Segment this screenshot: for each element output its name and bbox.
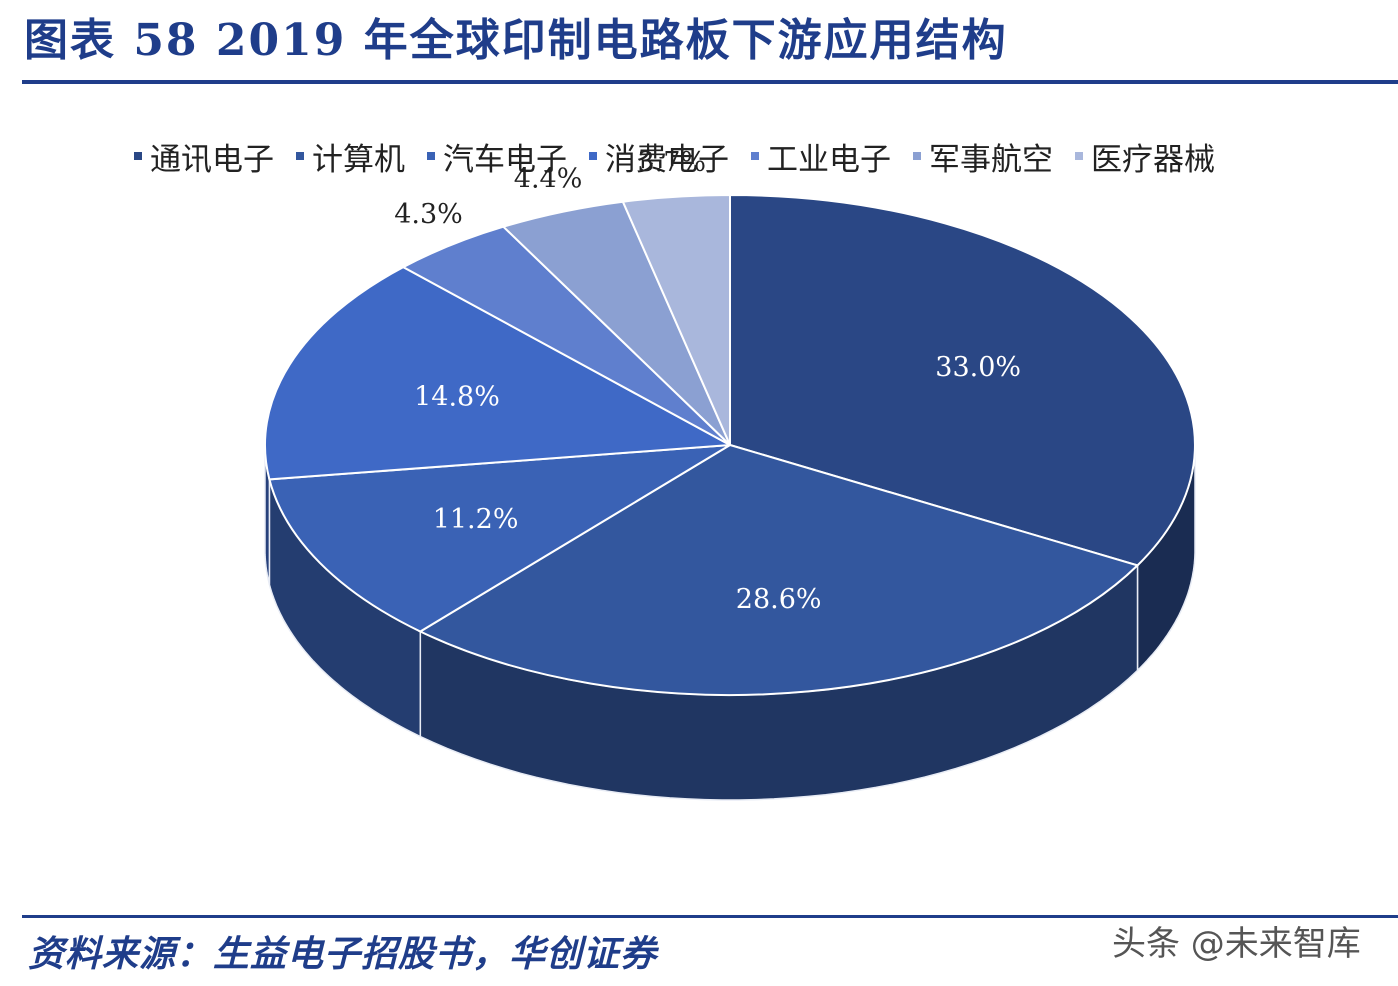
pie-slice-3 xyxy=(264,265,734,481)
source-note: 资料来源：生益电子招股书，华创证券 xyxy=(28,933,658,975)
chart-legend: 通讯电子 计算机 汽车电子 消费电子 工业电子 军事航空 医疗器械 xyxy=(134,134,1215,178)
pie-label-5: 4.4% xyxy=(514,163,583,194)
legend-swatch xyxy=(589,152,597,160)
legend-label: 消费电子 xyxy=(605,141,729,178)
title-divider xyxy=(22,80,1398,84)
pie-label-3: 14.8% xyxy=(414,381,500,412)
pie-slice-0 xyxy=(729,193,1196,567)
legend-label: 通讯电子 xyxy=(150,141,274,178)
legend-item: 消费电子 xyxy=(589,134,729,179)
legend-swatch xyxy=(1075,152,1083,160)
legend-swatch xyxy=(751,152,759,160)
legend-label: 汽车电子 xyxy=(443,141,567,178)
pie-slices xyxy=(264,193,1196,697)
legend-label: 军事航空 xyxy=(929,141,1053,178)
pie-slice-1 xyxy=(418,443,1140,697)
legend-item: 通讯电子 xyxy=(134,134,274,179)
legend-label: 医疗器械 xyxy=(1091,141,1215,178)
legend-item: 工业电子 xyxy=(751,134,891,179)
chart-title: 图表 58 2019 年全球印制电路板下游应用结构 xyxy=(24,15,1008,66)
pie-slice-2 xyxy=(268,444,731,633)
legend-item: 军事航空 xyxy=(913,134,1053,179)
legend-swatch xyxy=(296,152,304,160)
legend-swatch xyxy=(913,152,921,160)
footer-divider xyxy=(22,915,1398,918)
legend-label: 计算机 xyxy=(312,141,405,178)
legend-item: 医疗器械 xyxy=(1075,134,1215,179)
legend-item: 汽车电子 xyxy=(427,134,567,179)
legend-swatch xyxy=(134,152,142,160)
pie-label-0: 33.0% xyxy=(935,352,1021,383)
pie-value-labels: 33.0% 28.6% 11.2% 14.8% 4.3% 4.4% 3.7% xyxy=(394,147,1021,615)
legend-swatch xyxy=(427,152,435,160)
pie-label-6: 3.7% xyxy=(637,147,706,178)
legend-item: 计算机 xyxy=(296,134,405,179)
pie-label-1: 28.6% xyxy=(736,584,822,615)
pie-label-4: 4.3% xyxy=(394,199,463,230)
pie-slice-6 xyxy=(621,193,731,446)
legend-label: 工业电子 xyxy=(767,141,891,178)
pie-label-2: 11.2% xyxy=(433,504,519,535)
watermark: 头条 @未来智库 xyxy=(1112,924,1361,964)
